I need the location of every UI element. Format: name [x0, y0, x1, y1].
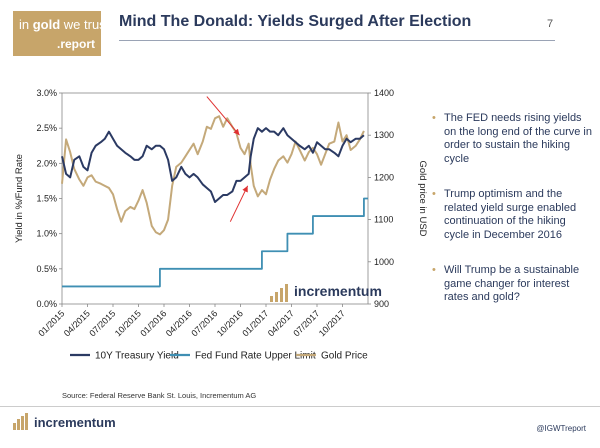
- legend-label: Gold Price: [321, 351, 368, 362]
- annotation-arrow: [206, 96, 240, 136]
- title-divider: [119, 40, 555, 41]
- left-tick-label: 3.0%: [36, 88, 57, 98]
- left-tick-label: 2.5%: [36, 123, 57, 133]
- x-tick-label: 01/2016: [138, 308, 168, 338]
- x-tick-label: 07/2016: [189, 308, 219, 338]
- yield-gold-chart: 0.0% 0.5% 1.0% 1.5% 2.0% 2.5% 3.0% 900 1000 1100 1…: [14, 88, 428, 362]
- x-tick-label: 10/2016: [215, 308, 245, 338]
- right-axis-title: Gold price in USD: [417, 160, 428, 236]
- gold-price-line: [61, 115, 365, 236]
- right-tick-label: 900: [374, 299, 389, 309]
- source-note: Source: Federal Reserve Bank St. Louis, …: [62, 391, 257, 400]
- plot-frame: [61, 92, 369, 305]
- bullet-item: The FED needs rising yields on the long …: [432, 112, 592, 166]
- right-tick-label: 1400: [374, 88, 394, 98]
- twitter-handle: @IGWTreport: [536, 424, 586, 433]
- x-tick-label: 04/2016: [164, 308, 194, 338]
- footer-divider: [0, 406, 600, 407]
- left-tick-label: 2.0%: [36, 158, 57, 168]
- bullet-item: Trump optimism and the related yield sur…: [432, 188, 592, 242]
- legend-label: 10Y Treasury Yield: [95, 351, 179, 362]
- footer-logo-icon: [13, 413, 28, 430]
- left-tick-label: 1.5%: [36, 194, 57, 204]
- x-tick-label: 10/2015: [113, 308, 143, 338]
- x-tick-label: 07/2017: [291, 308, 321, 338]
- left-tick-label: 0.0%: [36, 299, 57, 309]
- right-tick-label: 1200: [374, 172, 394, 182]
- incrementum-logo-icon: [270, 284, 288, 302]
- x-tick-label: 04/2015: [62, 308, 92, 338]
- right-tick-label: 1300: [374, 130, 394, 140]
- x-tick-label: 07/2015: [87, 308, 117, 338]
- right-tick-label: 1000: [374, 257, 394, 267]
- footer-brand: incrementum: [34, 415, 116, 430]
- logo-line1: in gold we trust: [19, 17, 110, 32]
- fed-fund-rate-line: [62, 197, 368, 288]
- logo-line2: .report: [56, 37, 95, 51]
- bullet-item: Will Trump be a sustainable game changer…: [432, 264, 592, 305]
- page-title: Mind The Donald: Yields Surged After Ele…: [119, 13, 472, 30]
- left-axis-title: Yield in %/Fund Rate: [14, 154, 25, 243]
- legend-label: Fed Fund Rate Upper Limit: [195, 351, 316, 362]
- x-tick-label: 01/2015: [36, 308, 66, 338]
- x-tick-label: 10/2017: [317, 308, 347, 338]
- page-number: 7: [547, 18, 554, 30]
- treasury-yield-line: [61, 127, 365, 204]
- left-tick-label: 0.5%: [36, 264, 57, 274]
- left-tick-label: 1.0%: [36, 229, 57, 239]
- annotation-arrow: [229, 185, 249, 222]
- x-tick-label: 04/2017: [266, 308, 296, 338]
- right-tick-label: 1100: [374, 215, 393, 225]
- chart-watermark-text: incrementum: [294, 283, 382, 299]
- bullet-list: The FED needs rising yields on the long …: [432, 112, 592, 327]
- logo: in gold we trust .report: [13, 11, 109, 56]
- x-tick-label: 01/2017: [240, 308, 270, 338]
